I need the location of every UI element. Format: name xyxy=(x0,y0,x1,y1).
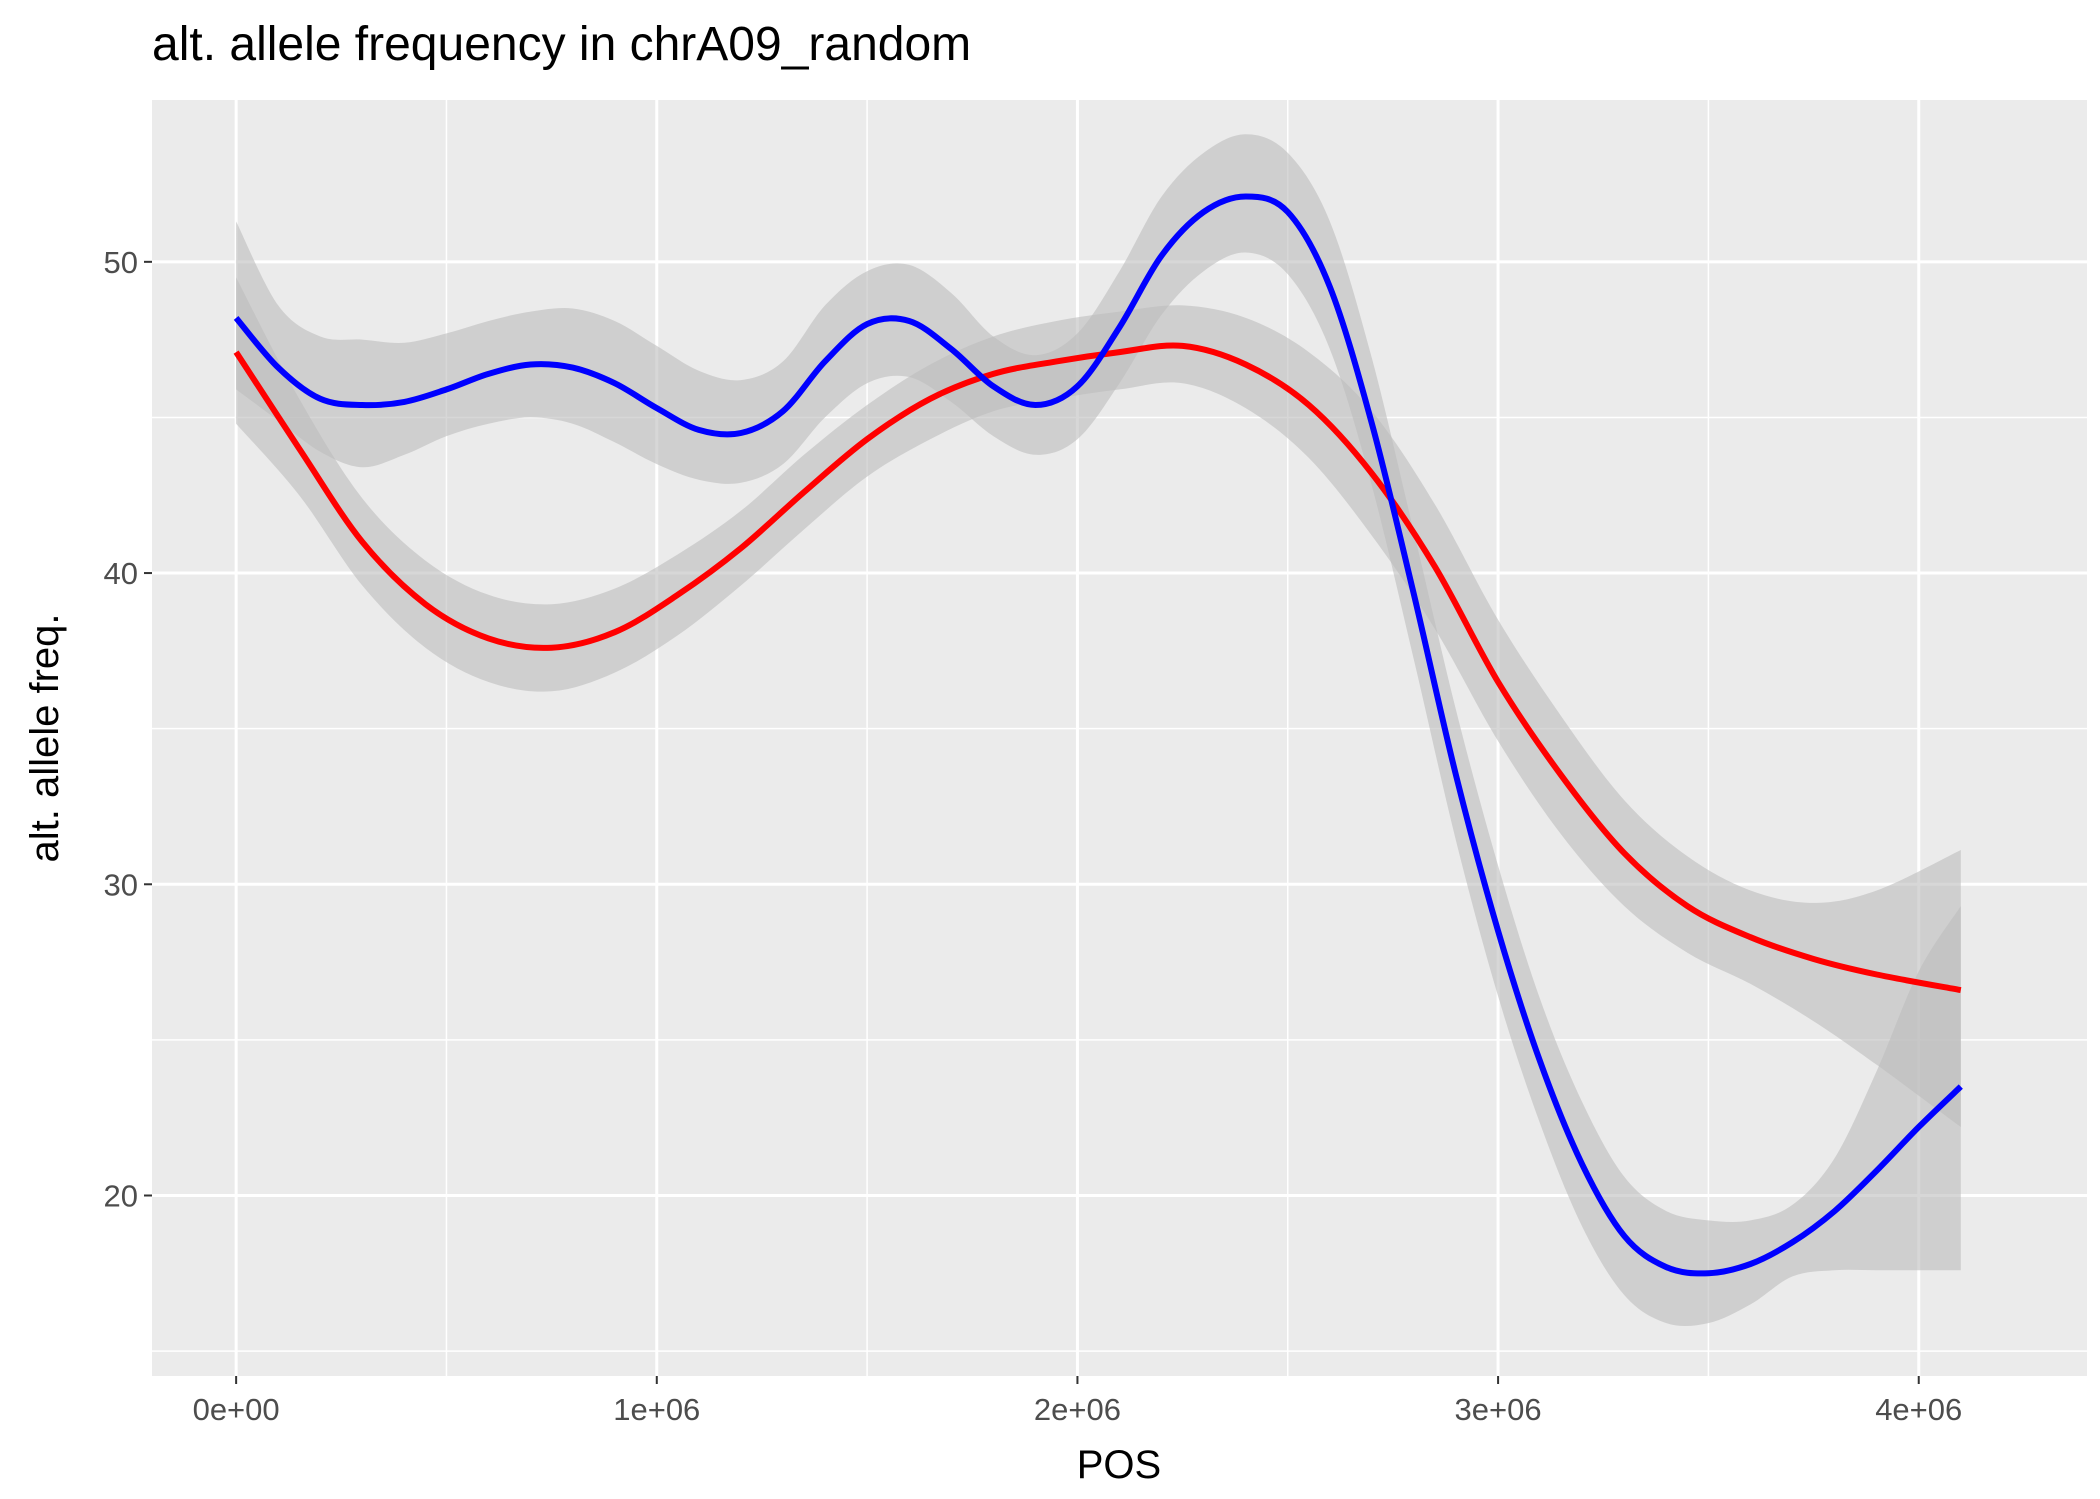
series-lines xyxy=(233,193,1963,1277)
series-1-line xyxy=(233,342,1962,994)
y-tick-label: 30 xyxy=(104,867,138,902)
x-axis-ticks: 0e+00 1e+06 2e+06 3e+06 4e+06 xyxy=(193,1376,1962,1427)
y-axis-ticks: 20 30 40 50 xyxy=(104,245,152,1213)
x-tick-label: 0e+00 xyxy=(193,1392,280,1427)
x-tick-label: 2e+06 xyxy=(1034,1392,1121,1427)
x-tick-label: 3e+06 xyxy=(1455,1392,1542,1427)
x-axis-title: POS xyxy=(1077,1443,1161,1487)
series-2-line xyxy=(233,193,1963,1277)
chart-title: alt. allele frequency in chrA09_random xyxy=(152,18,971,71)
y-tick-label: 20 xyxy=(104,1178,138,1213)
y-tick-label: 40 xyxy=(104,556,138,591)
x-tick-label: 1e+06 xyxy=(613,1392,700,1427)
y-axis-title: alt. allele freq. xyxy=(23,613,67,862)
x-tick-label: 4e+06 xyxy=(1875,1392,1962,1427)
y-tick-label: 50 xyxy=(104,245,138,280)
